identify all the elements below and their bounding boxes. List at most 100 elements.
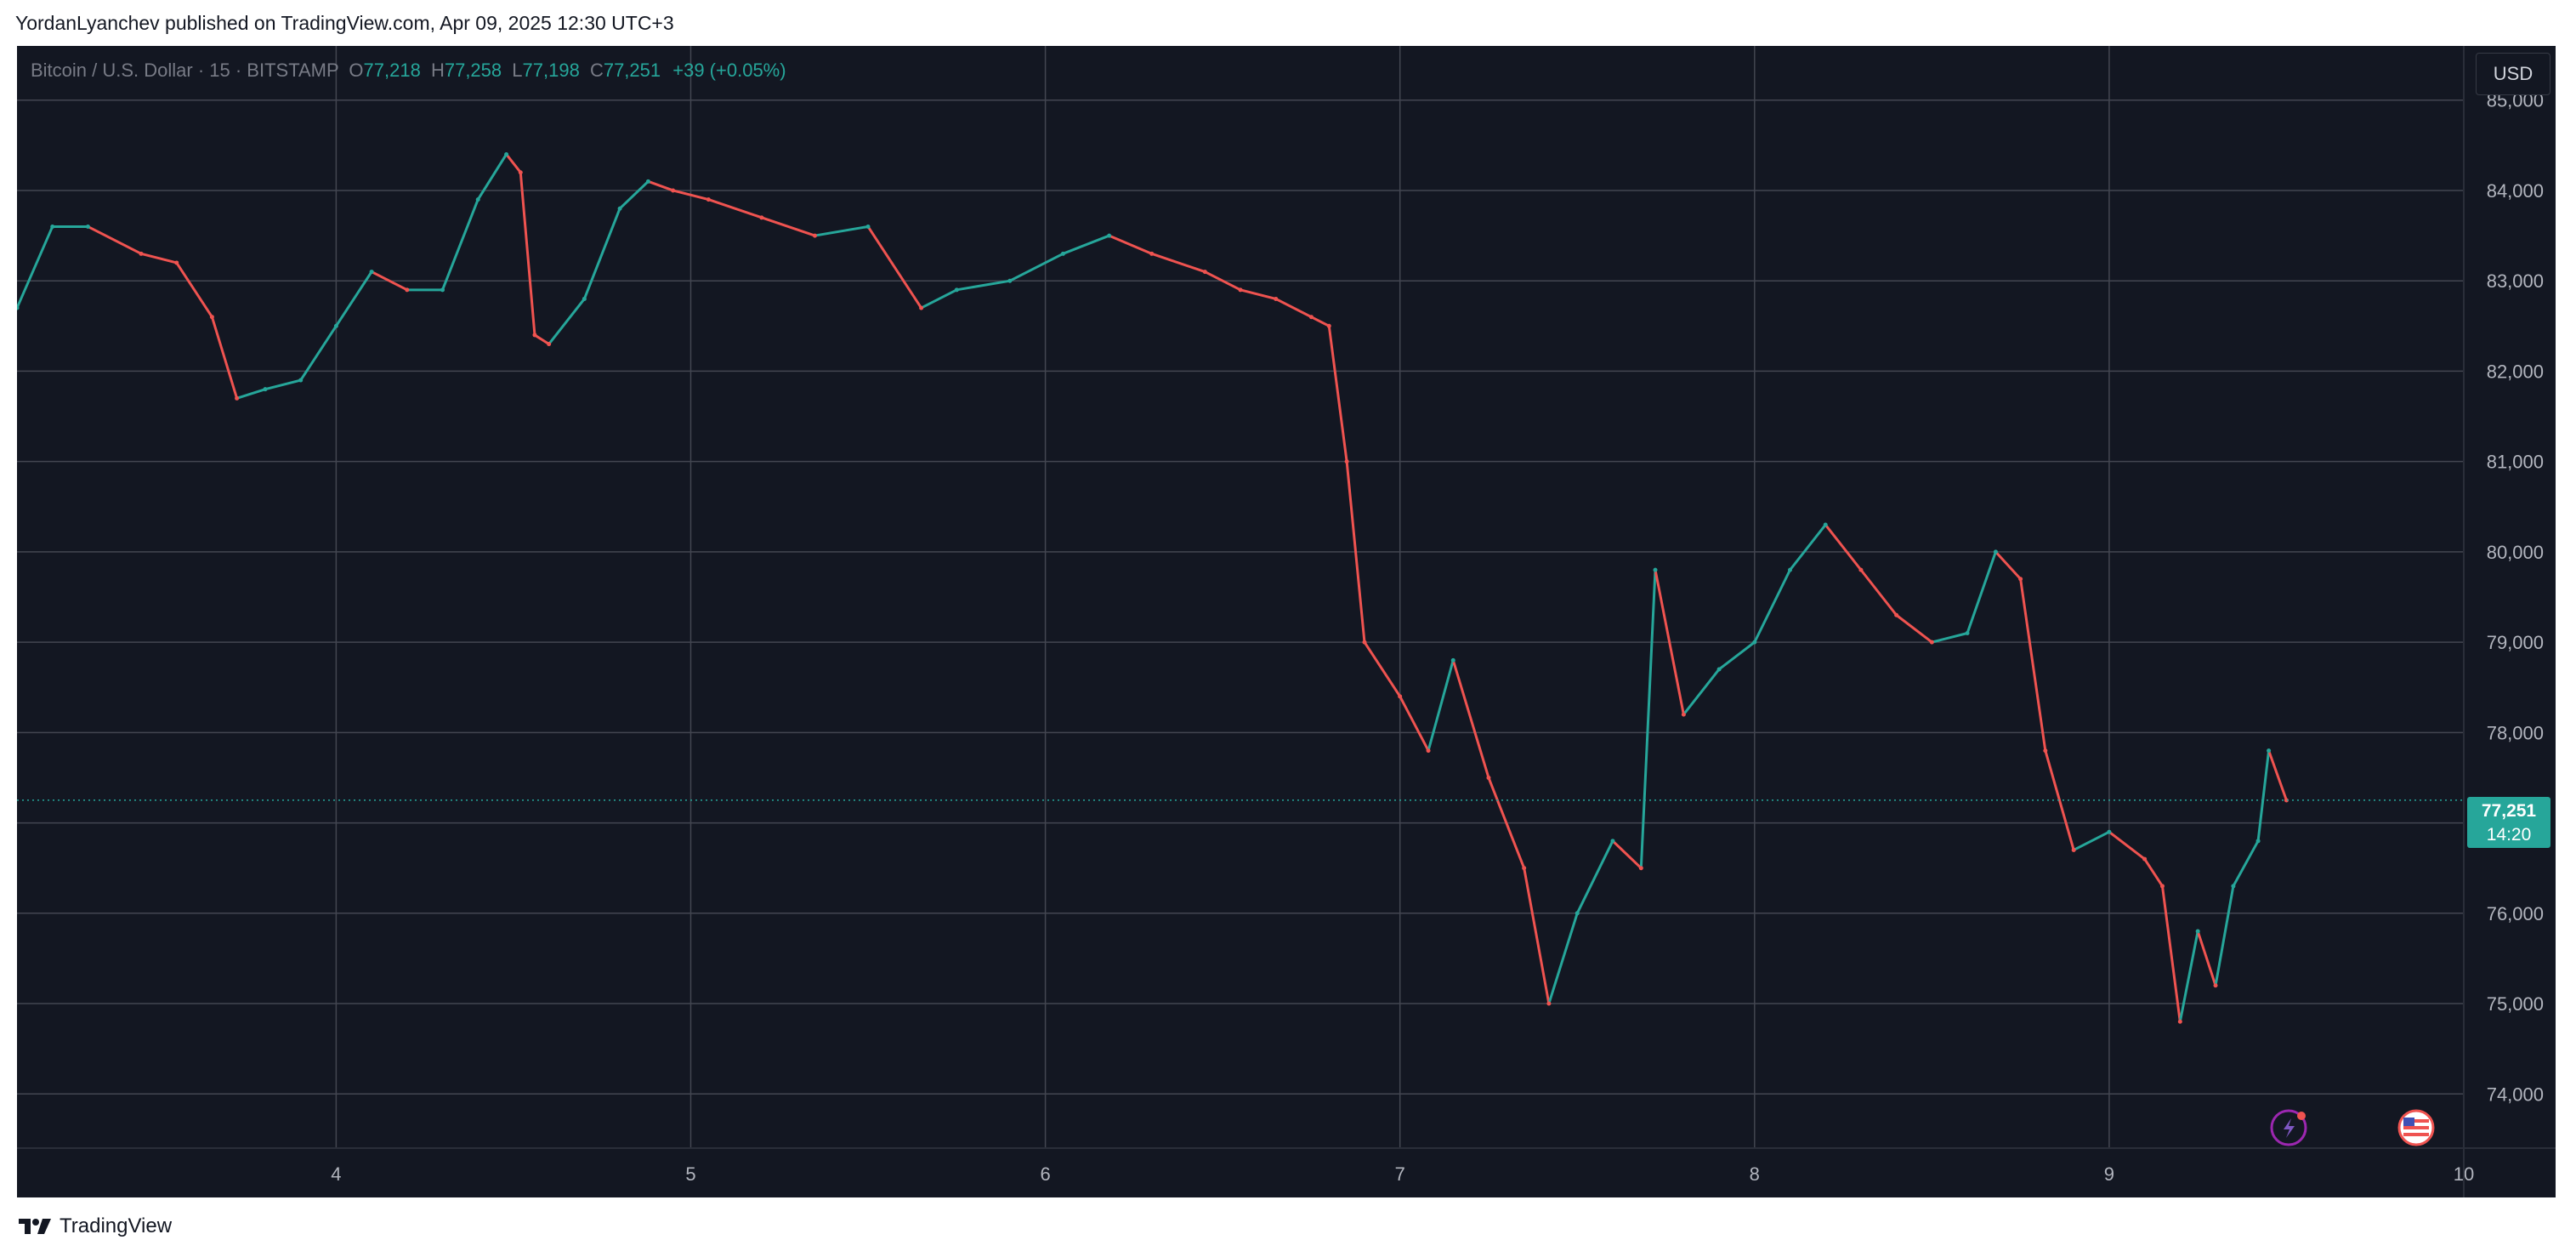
- price-point: [235, 395, 240, 401]
- price-point: [2231, 884, 2236, 889]
- price-segment: [1753, 568, 1792, 644]
- y-tick-label: 75,000: [2487, 993, 2544, 1015]
- price-segment: [476, 152, 508, 202]
- y-tick-label: 81,000: [2487, 452, 2544, 473]
- price-point: [85, 224, 90, 229]
- brand-name: TradingView: [60, 1214, 173, 1237]
- price-segment: [646, 179, 675, 192]
- y-tick-label: 83,000: [2487, 270, 2544, 292]
- price-segment: [1108, 234, 1154, 255]
- price-segment: [1274, 297, 1313, 319]
- price-segment: [1966, 550, 1997, 634]
- price-point: [333, 323, 338, 328]
- price-point: [706, 197, 711, 202]
- price-segment: [955, 279, 1012, 292]
- tradingview-brand[interactable]: TradingView: [17, 1214, 172, 1238]
- chart-panel[interactable]: 74,00075,00076,00077,00078,00079,00080,0…: [17, 46, 2556, 1197]
- price-point: [475, 197, 480, 202]
- price-point: [865, 224, 871, 229]
- price-segment: [2196, 930, 2217, 987]
- price-segment: [519, 171, 536, 337]
- y-tick-label: 78,000: [2487, 722, 2544, 743]
- price-point: [50, 224, 55, 229]
- price-point: [1149, 251, 1155, 256]
- price-point: [1788, 567, 1793, 572]
- price-point: [139, 251, 144, 256]
- y-tick-label: 79,000: [2487, 632, 2544, 653]
- x-tick-label: 5: [685, 1163, 695, 1185]
- price-point: [2043, 748, 2048, 754]
- price-point: [1308, 315, 1314, 320]
- price-segment: [1859, 568, 1898, 617]
- price-point: [759, 215, 764, 220]
- price-segment: [1399, 695, 1430, 753]
- price-point: [1486, 775, 1491, 780]
- last-price-tag: 77,251 14:20: [2467, 797, 2550, 848]
- price-segment: [1930, 631, 1969, 644]
- symbol-legend: Bitcoin / U.S. Dollar · 15 · BITSTAMP O7…: [31, 60, 786, 82]
- price-point: [1426, 748, 1431, 754]
- price-segment: [264, 378, 303, 391]
- price-segment: [86, 225, 143, 255]
- price-segment: [2108, 830, 2147, 861]
- price-point: [17, 305, 20, 310]
- high-label: H: [430, 60, 445, 81]
- high-value: 77,258: [444, 60, 502, 81]
- price-segment: [2143, 857, 2164, 888]
- price-segment: [1895, 613, 1933, 644]
- y-tick-label: 80,000: [2487, 542, 2544, 563]
- price-segment: [1547, 912, 1579, 1005]
- x-tick-label: 7: [1395, 1163, 1405, 1185]
- price-point: [1716, 667, 1722, 672]
- price-point: [2195, 929, 2200, 934]
- open-label: O: [349, 60, 364, 81]
- close-label: C: [589, 60, 604, 81]
- x-tick-label: 9: [2104, 1163, 2114, 1185]
- price-point: [1929, 640, 1934, 645]
- price-point: [1965, 630, 1970, 635]
- price-point: [2213, 983, 2218, 988]
- price-point: [1653, 567, 1658, 572]
- price-point: [2267, 748, 2272, 754]
- y-tick-label: 82,000: [2487, 361, 2544, 382]
- price-segment: [813, 225, 870, 237]
- bar-countdown: 14:20: [2486, 825, 2532, 845]
- price-point: [1522, 866, 1527, 871]
- price-segment: [299, 324, 338, 382]
- open-value: 77,218: [363, 60, 421, 81]
- price-chart[interactable]: 74,00075,00076,00077,00078,00079,00080,0…: [17, 46, 2556, 1197]
- y-tick-label: 74,000: [2487, 1084, 2544, 1105]
- lightning-icon[interactable]: [2270, 1109, 2307, 1146]
- price-segment: [2214, 884, 2235, 987]
- price-segment: [1309, 316, 1331, 327]
- price-segment: [548, 297, 586, 346]
- price-point: [547, 342, 552, 347]
- low-value: 77,198: [522, 60, 580, 81]
- price-segment: [582, 207, 621, 300]
- price-segment: [760, 216, 816, 237]
- price-segment: [1061, 234, 1111, 255]
- us-flag-icon[interactable]: [2397, 1109, 2435, 1146]
- price-segment: [618, 179, 650, 210]
- price-point: [1610, 839, 1615, 844]
- price-point: [2255, 839, 2261, 844]
- currency-button[interactable]: USD: [2476, 53, 2550, 95]
- symbol-name[interactable]: Bitcoin / U.S. Dollar · 15 · BITSTAMP: [31, 60, 339, 81]
- price-segment: [505, 152, 522, 174]
- price-segment: [370, 270, 409, 292]
- price-segment: [139, 252, 179, 264]
- price-segment: [1427, 658, 1455, 753]
- price-point: [2071, 847, 2076, 852]
- tradingview-logo-icon: [19, 1219, 51, 1234]
- price-segment: [2267, 749, 2288, 802]
- price-point: [671, 188, 676, 193]
- price-segment: [920, 288, 958, 310]
- price-segment: [1203, 270, 1242, 292]
- price-point: [2284, 798, 2289, 803]
- price-segment: [1654, 568, 1685, 716]
- price-segment: [1363, 640, 1402, 698]
- price-point: [617, 206, 622, 211]
- price-point: [812, 233, 817, 238]
- price-segment: [1639, 568, 1657, 870]
- price-segment: [1824, 523, 1863, 572]
